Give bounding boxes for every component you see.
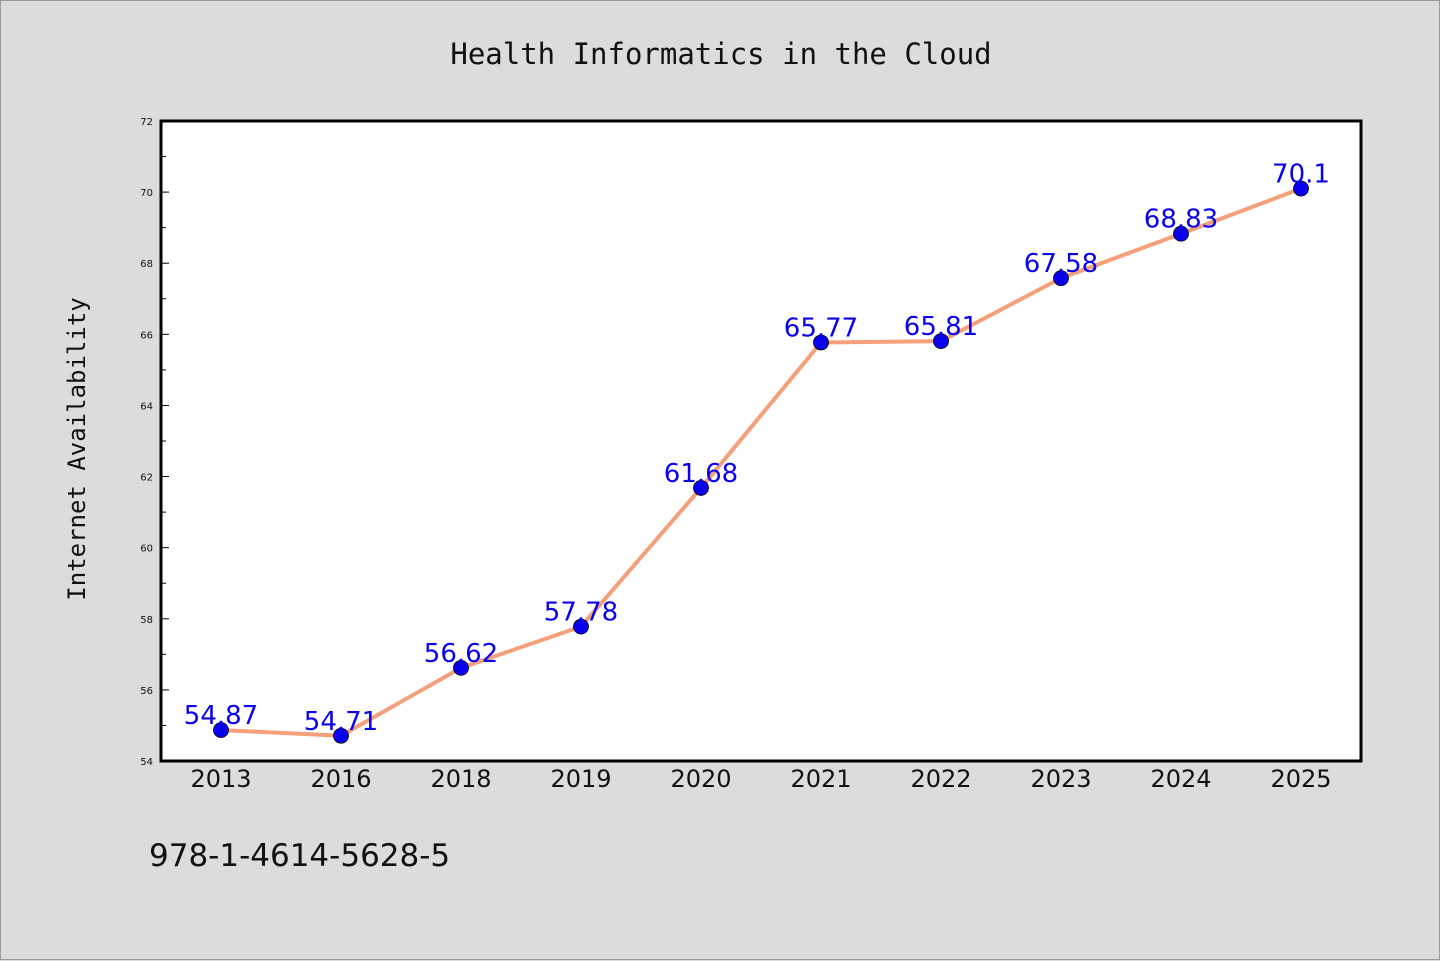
data-label: 61.68 [664,459,738,489]
data-label: 70.1 [1272,160,1330,190]
x-tick-label: 2022 [910,765,971,793]
x-tick-label: 2016 [310,765,371,793]
y-tick-label: 62 [140,473,153,484]
y-axis-label: Internet Availability [63,297,91,600]
y-tick-label: 64 [140,401,153,412]
footer-isbn: 978-1-4614-5628-5 [149,838,450,874]
data-point [693,480,709,496]
series-layer: 54.87 54.71 56.62 57.78 61.68 65.77 65.81 67.58… [184,160,1330,744]
y-tick-label: 66 [140,330,153,341]
y-tick-label: 72 [140,117,153,128]
data-point [573,618,589,635]
plot-area [159,119,1363,763]
x-tick-label: 2021 [790,765,851,793]
x-tick-label: 2018 [430,765,491,793]
x-tick-label: 2020 [670,765,731,793]
y-tick-label: 68 [140,259,153,270]
y-tick-label: 70 [140,188,153,199]
data-point [1293,180,1309,197]
x-tick-label: 2019 [550,765,611,793]
x-axis-ticks: 2013 2016 2018 2019 2020 2021 2022 2023 2024 2025 [190,765,1331,793]
y-tick-label: 60 [140,544,153,555]
series-line [219,186,1303,738]
y-axis-ticks: 54 56 58 60 62 64 66 68 70 72 [140,117,169,768]
data-label: 65.81 [904,312,978,342]
data-label: 54.87 [184,701,258,731]
data-label: 56.62 [424,639,498,669]
x-tick-label: 2024 [1150,765,1211,793]
data-point [1053,270,1069,287]
x-tick-label: 2025 [1270,765,1331,793]
x-tick-label: 2023 [1030,765,1091,793]
data-label: 57.78 [544,598,618,628]
data-label: 54.71 [304,707,378,737]
x-tick-label: 2013 [190,765,251,793]
data-point [933,333,949,349]
y-tick-label: 56 [140,686,153,697]
data-point [453,659,469,676]
data-point [213,722,229,738]
data-label: 65.77 [784,314,858,344]
data-point [813,334,829,351]
data-label: 68.83 [1144,205,1218,235]
data-point [1173,225,1189,242]
chart-title: Health Informatics in the Cloud [450,37,991,71]
y-tick-label: 58 [140,615,153,626]
y-tick-label: 54 [140,757,153,768]
data-label: 67.58 [1024,249,1098,279]
data-point [333,727,349,744]
